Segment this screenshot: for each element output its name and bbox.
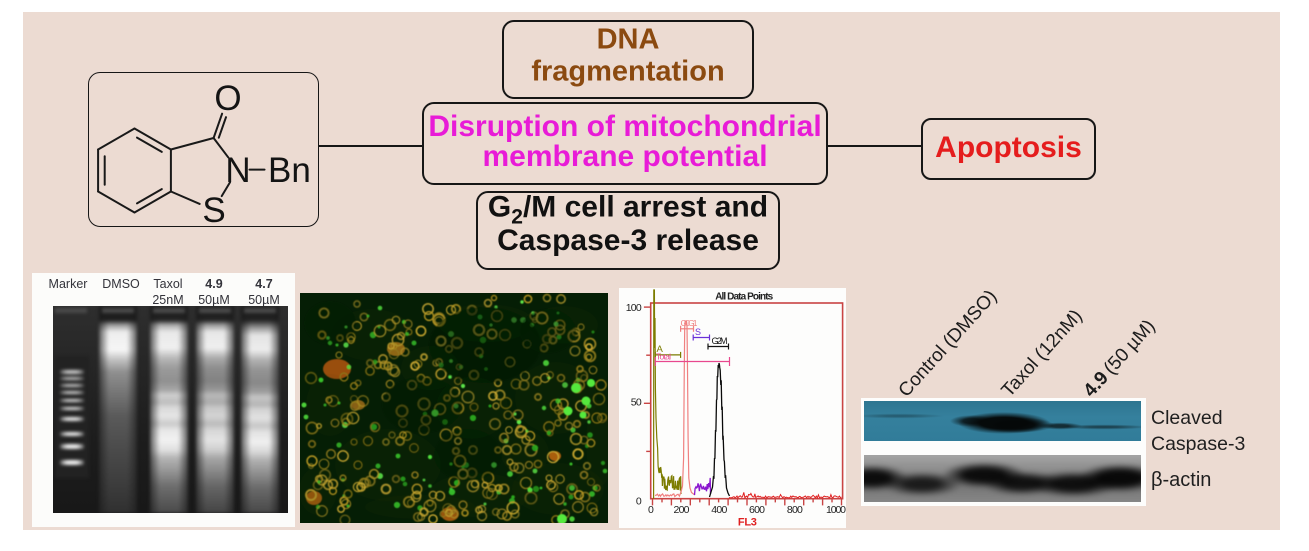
svg-text:G2M: G2M [712, 336, 728, 346]
svg-text:0: 0 [648, 504, 654, 516]
svg-text:S: S [202, 191, 225, 230]
svg-text:N: N [225, 151, 250, 190]
svg-text:0: 0 [636, 495, 642, 507]
svg-text:O: O [214, 79, 241, 118]
svg-text:Total: Total [656, 352, 671, 362]
svg-text:600: 600 [749, 504, 765, 516]
svg-text:200: 200 [674, 504, 690, 516]
svg-text:A: A [657, 344, 664, 355]
svg-text:G0G1: G0G1 [681, 318, 698, 328]
svg-text:400: 400 [711, 504, 727, 516]
svg-text:S: S [695, 327, 701, 337]
svg-text:FL3: FL3 [738, 517, 757, 529]
svg-text:1000: 1000 [826, 504, 846, 516]
svg-text:100: 100 [626, 302, 642, 314]
svg-text:800: 800 [787, 504, 803, 516]
svg-text:All Data Points: All Data Points [715, 292, 773, 303]
svg-text:50: 50 [631, 396, 642, 408]
svg-text:Bn: Bn [268, 151, 311, 190]
